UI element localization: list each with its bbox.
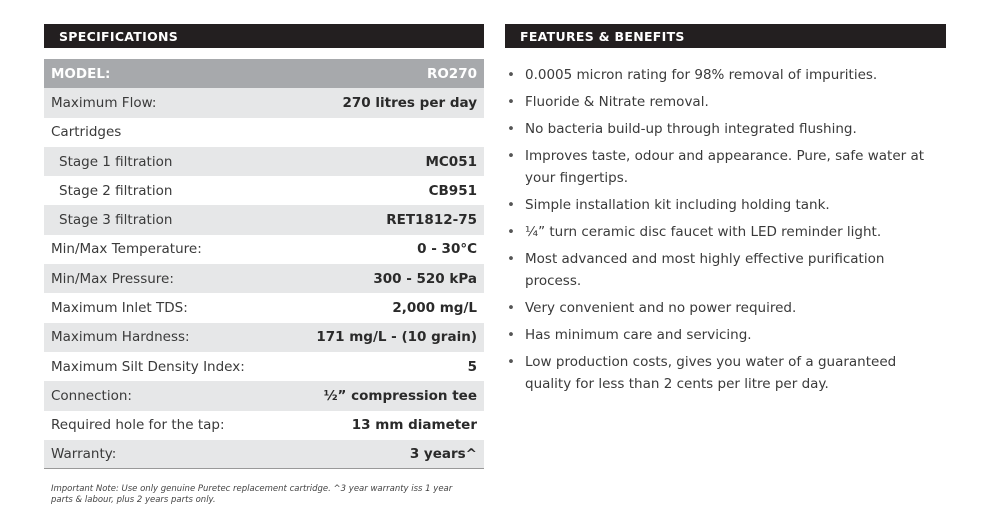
model-label: MODEL: [51, 65, 111, 82]
table-header-row: MODEL: RO270 [44, 59, 484, 89]
table-row: Min/Max Temperature: 0 - 30°C [44, 235, 484, 264]
feature-item: Fluoride & Nitrate removal. [505, 91, 935, 113]
spec-label: Maximum Inlet TDS: [51, 300, 188, 317]
table-row: Warranty: 3 years^ [44, 439, 484, 470]
spec-label: Connection: [51, 387, 132, 404]
table-row: Required hole for the tap: 13 mm diameter [44, 411, 484, 440]
spec-label: Cartridges [51, 124, 122, 141]
feature-item: 0.0005 micron rating for 98% removal of … [505, 64, 935, 86]
feature-item: Simple installation kit including holdin… [505, 194, 935, 216]
feature-item: No bacteria build-up through integrated … [505, 118, 935, 140]
spec-value: CB951 [428, 182, 477, 199]
feature-item: Improves taste, odour and appearance. Pu… [505, 145, 935, 189]
feature-item: Most advanced and most highly effective … [505, 248, 935, 292]
table-row: Maximum Silt Density Index: 5 [44, 352, 484, 381]
spec-value: 171 mg/L - (10 grain) [316, 329, 477, 346]
table-row: Maximum Hardness: 171 mg/L - (10 grain) [44, 322, 484, 352]
spec-value: 270 litres per day [342, 94, 477, 111]
table-body: Maximum Flow: 270 litres per day Cartridge… [44, 88, 484, 470]
feature-list: 0.0005 micron rating for 98% removal of … [505, 64, 935, 400]
spec-value: 3 years^ [409, 446, 477, 462]
spec-value: 13 mm diameter [351, 417, 477, 434]
feature-item: Has minimum care and servicing. [505, 324, 935, 346]
spec-label: Min/Max Pressure: [51, 270, 174, 287]
spec-label: Min/Max Temperature: [51, 241, 202, 258]
table-row: Connection: ½” compression tee [44, 381, 484, 411]
feature-item: Low production costs, gives you water of… [505, 351, 935, 395]
spec-value: 0 - 30°C [417, 241, 477, 258]
footnote: Important Note: Use only genuine Puretec… [51, 484, 453, 505]
feature-item: Very convenient and no power required. [505, 297, 935, 319]
section-header: SPECIFICATIONS [44, 24, 484, 48]
spec-value: RET1812-75 [386, 212, 477, 229]
spec-table: MODEL: RO270 Maximum Flow: 270 litres per d… [44, 59, 484, 470]
table-row: Cartridges [44, 118, 484, 147]
table-row: Stage 2 filtration CB951 [44, 176, 484, 205]
table-row: Maximum Inlet TDS: 2,000 mg/L [44, 293, 484, 322]
spec-label: Warranty: [51, 446, 117, 462]
model-value: RO270 [426, 65, 477, 82]
spec-value: 5 [467, 358, 477, 375]
spec-value: ½” compression tee [323, 387, 477, 404]
spec-value: 300 - 520 kPa [373, 270, 477, 287]
spec-label: Maximum Silt Density Index: [51, 358, 245, 375]
table-row: Stage 1 filtration MC051 [44, 146, 484, 177]
table-row: Stage 3 filtration RET1812-75 [44, 205, 484, 235]
feature-item: ¼” turn ceramic disc faucet with LED rem… [505, 221, 935, 243]
spec-label: Stage 2 filtration [59, 182, 173, 199]
spec-value: MC051 [425, 153, 477, 170]
spec-label: Stage 1 filtration [59, 153, 173, 170]
section-header: FEATURES & BENEFITS [505, 24, 946, 48]
spec-label: Required hole for the tap: [51, 417, 225, 434]
spec-label: Maximum Hardness: [51, 329, 190, 346]
spec-label: Maximum Flow: [51, 94, 157, 111]
table-row: Maximum Flow: 270 litres per day [44, 88, 484, 118]
spec-label: Stage 3 filtration [59, 212, 173, 229]
table-row: Min/Max Pressure: 300 - 520 kPa [44, 264, 484, 294]
spec-value: 2,000 mg/L [392, 300, 477, 317]
